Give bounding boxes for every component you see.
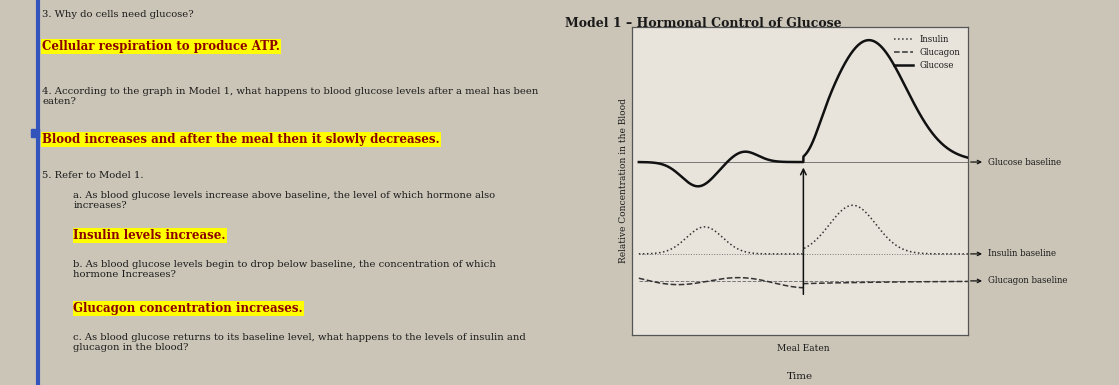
Text: 4. According to the graph in Model 1, what happens to blood glucose levels after: 4. According to the graph in Model 1, wh… bbox=[43, 87, 538, 106]
Text: Time: Time bbox=[787, 372, 814, 381]
Text: Insulin baseline: Insulin baseline bbox=[970, 249, 1056, 258]
Y-axis label: Relative Concentration in the Blood: Relative Concentration in the Blood bbox=[619, 99, 628, 263]
Text: c. As blood glucose returns to its baseline level, what happens to the levels of: c. As blood glucose returns to its basel… bbox=[74, 333, 526, 352]
Text: Cellular respiration to produce ATP.: Cellular respiration to produce ATP. bbox=[43, 40, 280, 54]
Text: Blood increases and after the meal then it slowly decreases.: Blood increases and after the meal then … bbox=[43, 133, 440, 146]
Legend: Insulin, Glucagon, Glucose: Insulin, Glucagon, Glucose bbox=[890, 31, 963, 74]
Text: Meal Eaten: Meal Eaten bbox=[777, 345, 829, 353]
Text: 3. Why do cells need glucose?: 3. Why do cells need glucose? bbox=[43, 10, 194, 18]
Text: Model 1 – Hormonal Control of Glucose: Model 1 – Hormonal Control of Glucose bbox=[565, 17, 841, 30]
Text: a. As blood glucose levels increase above baseline, the level of which hormone a: a. As blood glucose levels increase abov… bbox=[74, 191, 496, 210]
Text: Glucagon concentration increases.: Glucagon concentration increases. bbox=[74, 302, 303, 315]
Text: Insulin levels increase.: Insulin levels increase. bbox=[74, 229, 226, 242]
Text: b. As blood glucose levels begin to drop below baseline, the concentration of wh: b. As blood glucose levels begin to drop… bbox=[74, 260, 497, 279]
Text: Glucagon baseline: Glucagon baseline bbox=[970, 276, 1068, 285]
Text: 5. Refer to Model 1.: 5. Refer to Model 1. bbox=[43, 171, 144, 180]
Text: Glucose baseline: Glucose baseline bbox=[970, 157, 1061, 167]
